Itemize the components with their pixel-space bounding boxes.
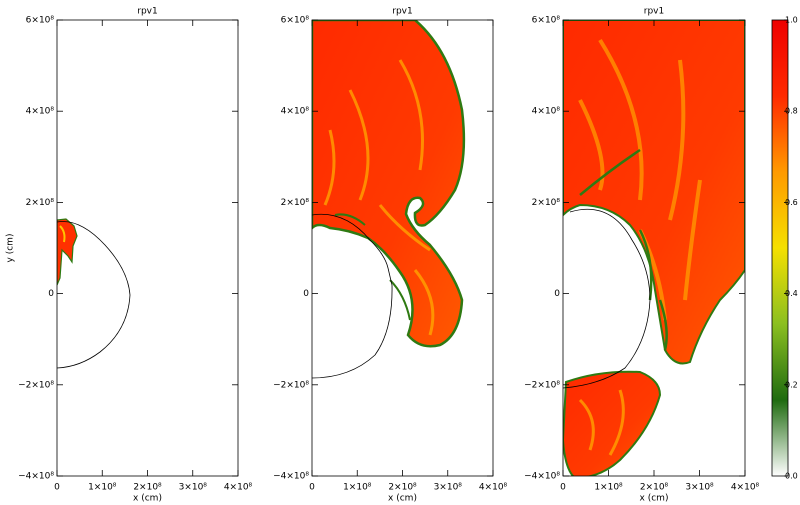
y-tick-label: 0 <box>303 289 309 299</box>
y-tick-label: 4×10⁸ <box>281 107 310 117</box>
x-tick-label: 4×10⁸ <box>224 483 253 493</box>
x-tick-label: 1×10⁸ <box>594 483 623 493</box>
x-tick-label: 1×10⁸ <box>88 483 117 493</box>
x-tick-label: 4×10⁸ <box>731 483 760 493</box>
x-tick-label: 2×10⁸ <box>640 483 669 493</box>
x-tick-label: 3×10⁸ <box>434 483 463 493</box>
x-axis-label: x (cm) <box>133 494 162 504</box>
y-axis-label: y (cm) <box>6 234 16 263</box>
x-tick-label: 0 <box>560 483 566 493</box>
colorbar <box>771 19 789 477</box>
x-tick-label: 3×10⁸ <box>179 483 208 493</box>
colorbar-tick-label: 0.0 <box>785 472 798 481</box>
plot-frame <box>56 19 239 477</box>
panel-title: rpv1 <box>392 7 412 17</box>
y-tick-label: −4×10⁸ <box>273 472 309 482</box>
field-image <box>57 218 131 369</box>
field-image <box>563 20 745 476</box>
y-tick-label: −4×10⁸ <box>524 472 560 482</box>
x-tick-label: 0 <box>54 483 60 493</box>
x-tick-label: 1×10⁸ <box>343 483 372 493</box>
colorbar-tick-label: 0.4 <box>785 289 798 298</box>
y-tick-label: 2×10⁸ <box>26 198 55 208</box>
y-tick-label: −2×10⁸ <box>524 380 560 390</box>
x-tick-label: 4×10⁸ <box>479 483 508 493</box>
colorbar-tick-label: 1.0 <box>785 16 798 25</box>
x-tick-label: 0 <box>309 483 315 493</box>
y-tick-label: −2×10⁸ <box>273 380 309 390</box>
x-axis-label: x (cm) <box>388 494 417 504</box>
y-tick-label: 4×10⁸ <box>26 107 55 117</box>
colorbar-tick-label: 0.6 <box>785 198 798 207</box>
x-axis-label: x (cm) <box>640 494 669 504</box>
colorbar-tick-label: 0.2 <box>785 380 798 389</box>
y-tick-label: 0 <box>554 289 560 299</box>
panel-title: rpv1 <box>137 7 157 17</box>
y-tick-label: 6×10⁸ <box>26 16 55 26</box>
colorbar-tick-label: 0.8 <box>785 107 798 116</box>
y-tick-label: −4×10⁸ <box>18 472 54 482</box>
y-tick-label: 0 <box>48 289 54 299</box>
y-tick-label: 6×10⁸ <box>532 16 561 26</box>
y-tick-label: 6×10⁸ <box>281 16 310 26</box>
y-tick-label: 4×10⁸ <box>532 107 561 117</box>
x-tick-label: 2×10⁸ <box>133 483 162 493</box>
y-tick-label: 2×10⁸ <box>532 198 561 208</box>
y-tick-label: −2×10⁸ <box>18 380 54 390</box>
y-tick-label: 2×10⁸ <box>281 198 310 208</box>
x-tick-label: 2×10⁸ <box>388 483 417 493</box>
x-tick-label: 3×10⁸ <box>685 483 714 493</box>
panel-title: rpv1 <box>644 7 664 17</box>
field-image <box>312 20 466 379</box>
